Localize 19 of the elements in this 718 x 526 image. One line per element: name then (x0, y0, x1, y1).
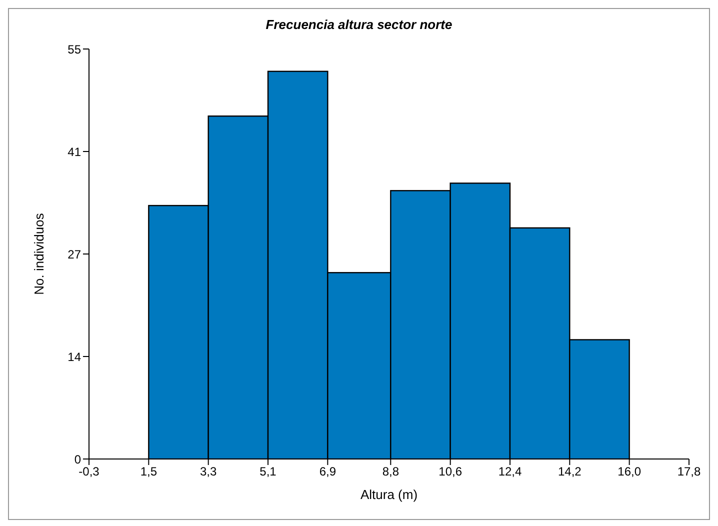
y-tick-label: 41 (68, 144, 82, 159)
x-tick-label: 5,1 (260, 464, 277, 479)
x-tick-label: 10,6 (438, 464, 462, 479)
x-tick-label: -0,3 (78, 464, 100, 479)
y-tick-label: 55 (68, 42, 82, 56)
y-tick-label: 0 (74, 452, 82, 466)
y-axis-title: No. individuos (32, 212, 47, 295)
y-tick-label: 14 (68, 350, 82, 364)
x-tick-label: 3,3 (200, 464, 217, 479)
x-axis-title: Altura (m) (360, 487, 418, 502)
chart-title: Frecuencia altura sector norte (264, 17, 454, 32)
x-tick-label: 8,8 (382, 464, 400, 479)
x-tick-label: 14,2 (558, 464, 582, 479)
x-tick-label: 17,8 (677, 464, 701, 479)
x-tick-label: 16,0 (618, 464, 642, 479)
x-tick-label: 6,9 (319, 464, 336, 479)
y-tick-label: 27 (68, 247, 82, 262)
x-tick-label: 12,4 (498, 464, 522, 479)
x-tick-label: 1,5 (140, 464, 158, 479)
